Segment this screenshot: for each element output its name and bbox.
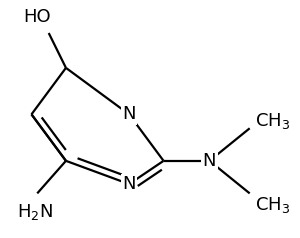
Text: CH$_3$: CH$_3$ [255,195,291,215]
Text: N: N [122,175,136,193]
Text: CH$_3$: CH$_3$ [255,111,291,131]
Text: HO: HO [23,8,51,26]
Text: H$_2$N: H$_2$N [17,202,53,222]
Text: N: N [203,152,216,170]
Text: N: N [122,105,136,123]
